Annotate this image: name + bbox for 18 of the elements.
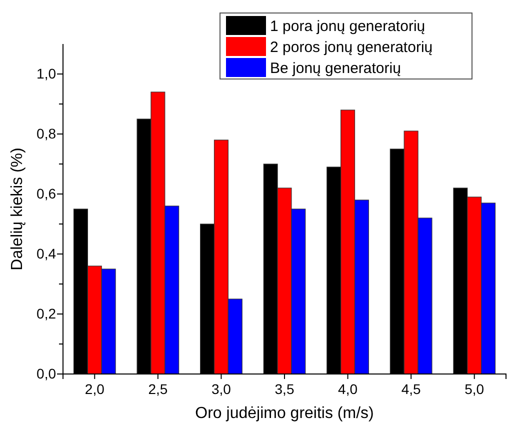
y-tick-label: 0,6 bbox=[36, 185, 56, 202]
y-tick-label: 0,2 bbox=[36, 305, 56, 322]
y-tick-label: 0,0 bbox=[36, 365, 56, 382]
x-tick-label: 2,5 bbox=[148, 381, 168, 397]
x-tick-label: 3,5 bbox=[274, 381, 294, 397]
y-tick-label: 1,0 bbox=[36, 65, 56, 82]
y-tick-label: 0,4 bbox=[36, 245, 56, 262]
x-tick-label: 2,0 bbox=[84, 381, 105, 397]
y-axis-title: Dalelių kiekis (%) bbox=[9, 148, 26, 270]
legend-label: 2 poros jonų generatorių bbox=[270, 39, 433, 56]
x-axis-title: Oro judėjimo greitis (m/s) bbox=[195, 405, 374, 422]
x-tick-label: 5,0 bbox=[464, 381, 484, 397]
legend-label: 1 pora jonų generatorių bbox=[270, 18, 426, 35]
x-tick-label: 4,5 bbox=[401, 381, 422, 397]
x-tick-label: 3,0 bbox=[211, 381, 232, 397]
y-tick-label: 0,8 bbox=[36, 125, 56, 142]
legend-label: Be jonų generatorių bbox=[270, 60, 401, 77]
x-tick-label: 4,0 bbox=[338, 381, 358, 397]
